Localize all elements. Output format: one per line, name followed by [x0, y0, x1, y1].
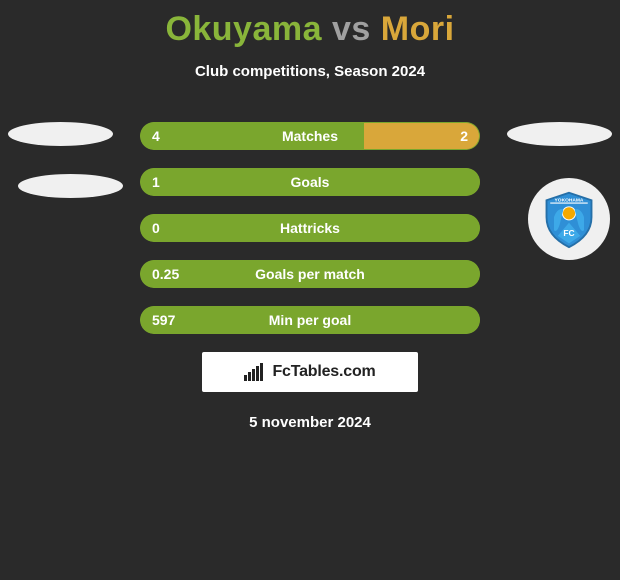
vs-text: vs	[332, 10, 371, 48]
chart-icon	[244, 363, 266, 381]
page-title: Okuyama vs Mori	[0, 0, 620, 49]
stat-label: Min per goal	[140, 312, 480, 328]
comparison-panel: YOKOHAMA FC 42Matches 1Goals 0Hattricks 0.2…	[0, 122, 620, 431]
player-a-name: Okuyama	[165, 10, 322, 48]
stat-label: Matches	[140, 128, 480, 144]
svg-text:YOKOHAMA: YOKOHAMA	[555, 198, 584, 204]
svg-text:FC: FC	[563, 228, 574, 238]
player-a-marker-bottom	[18, 174, 123, 198]
brand-text: FcTables.com	[272, 363, 375, 381]
player-b-marker-top	[507, 122, 612, 146]
stat-row: 42Matches	[140, 122, 480, 150]
brand-fctables: FcTables.com	[202, 352, 418, 392]
club-badge-yokohama: YOKOHAMA FC	[528, 178, 610, 260]
player-b-name: Mori	[381, 10, 455, 48]
player-a-marker-top	[8, 122, 113, 146]
stat-row: 0Hattricks	[140, 214, 480, 242]
date-text: 5 november 2024	[0, 414, 620, 431]
subtitle: Club competitions, Season 2024	[0, 63, 620, 80]
stat-label: Goals per match	[140, 266, 480, 282]
stats-rows: 42Matches 1Goals 0Hattricks 0.25Goals per m…	[140, 122, 480, 334]
shield-icon: YOKOHAMA FC	[539, 189, 599, 249]
stat-row: 1Goals	[140, 168, 480, 196]
stat-row: 597Min per goal	[140, 306, 480, 334]
stat-label: Goals	[140, 174, 480, 190]
stat-label: Hattricks	[140, 220, 480, 236]
stat-row: 0.25Goals per match	[140, 260, 480, 288]
